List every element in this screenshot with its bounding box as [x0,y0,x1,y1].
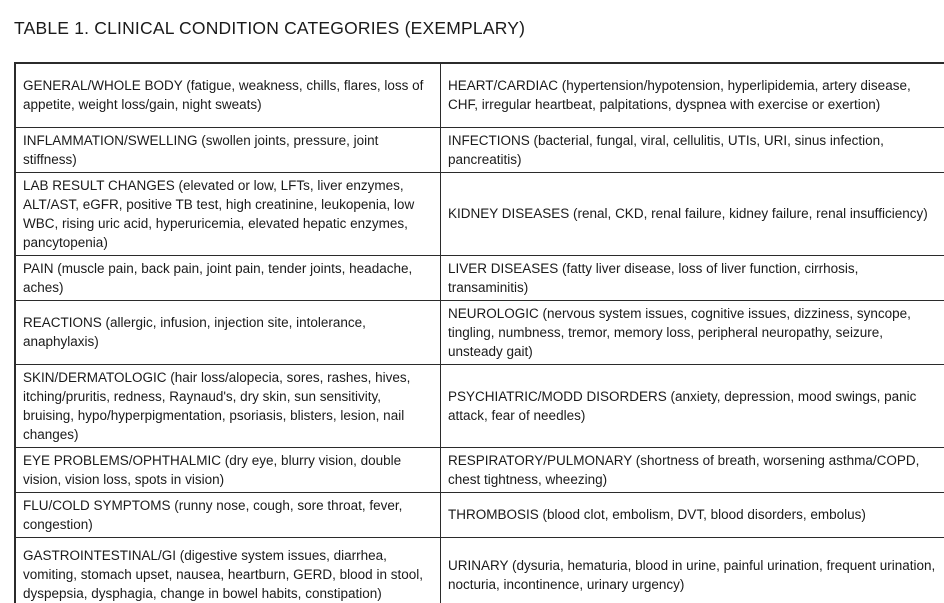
table-cell: EYE PROBLEMS/OPHTHALMIC (dry eye, blurry… [14,446,441,493]
table-cell: GENERAL/WHOLE BODY (fatigue, weakness, c… [14,62,441,128]
table-cell: THROMBOSIS (blood clot, embolism, DVT, b… [440,491,944,538]
table-row: EYE PROBLEMS/OPHTHALMIC (dry eye, blurry… [14,446,944,493]
table-row: GASTROINTESTINAL/GI (digestive system is… [14,536,944,603]
table-row: REACTIONS (allergic, infusion, injection… [14,299,944,365]
table-cell: FLU/COLD SYMPTOMS (runny nose, cough, so… [14,491,441,538]
table-row: PAIN (muscle pain, back pain, joint pain… [14,254,944,301]
clinical-condition-table: GENERAL/WHOLE BODY (fatigue, weakness, c… [14,62,944,603]
table-row: INFLAMMATION/SWELLING (swollen joints, p… [14,126,944,173]
table-cell: PSYCHIATRIC/MODD DISORDERS (anxiety, dep… [440,363,944,448]
table-cell: INFLAMMATION/SWELLING (swollen joints, p… [14,126,441,173]
table-row: FLU/COLD SYMPTOMS (runny nose, cough, so… [14,491,944,538]
table-cell: SKIN/DERMATOLOGIC (hair loss/alopecia, s… [14,363,441,448]
table-cell: HEART/CARDIAC (hypertension/hypotension,… [440,62,944,128]
table-row: LAB RESULT CHANGES (elevated or low, LFT… [14,171,944,256]
table-cell: REACTIONS (allergic, infusion, injection… [14,299,441,365]
table-cell: URINARY (dysuria, hematuria, blood in ur… [440,536,944,603]
table-cell: RESPIRATORY/PULMONARY (shortness of brea… [440,446,944,493]
table-cell: INFECTIONS (bacterial, fungal, viral, ce… [440,126,944,173]
table-row: SKIN/DERMATOLOGIC (hair loss/alopecia, s… [14,363,944,448]
table-cell: GASTROINTESTINAL/GI (digestive system is… [14,536,441,603]
table-title: TABLE 1. CLINICAL CONDITION CATEGORIES (… [14,18,526,38]
table-cell: NEUROLOGIC (nervous system issues, cogni… [440,299,944,365]
table-cell: PAIN (muscle pain, back pain, joint pain… [14,254,441,301]
table-cell: LIVER DISEASES (fatty liver disease, los… [440,254,944,301]
table-cell: KIDNEY DISEASES (renal, CKD, renal failu… [440,171,944,256]
table-cell: LAB RESULT CHANGES (elevated or low, LFT… [14,171,441,256]
table-row: GENERAL/WHOLE BODY (fatigue, weakness, c… [14,62,944,128]
